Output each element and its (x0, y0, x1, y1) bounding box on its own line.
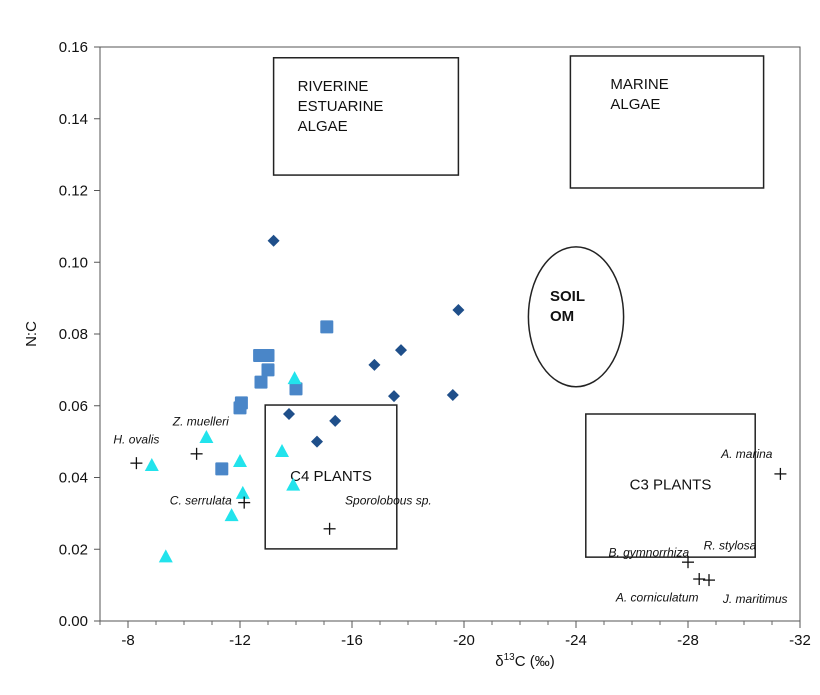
triangle-point (275, 443, 289, 457)
x-tick-label: -32 (789, 632, 811, 649)
species-label: Z. muelleri (172, 414, 229, 428)
y-tick-label: 0.16 (59, 39, 88, 56)
triangle-point (158, 549, 173, 563)
diamond-point (388, 390, 400, 403)
region-label: C4 PLANTS (290, 468, 372, 485)
region-ellipse (527, 246, 625, 388)
y-tick-label: 0.10 (59, 254, 88, 271)
square-point (254, 375, 268, 389)
y-tick-label: 0.08 (59, 326, 88, 343)
species-label: B. gymnorrhiza (608, 545, 689, 559)
cross-point (693, 573, 706, 586)
diamond-point (267, 234, 280, 247)
triangle-point (233, 453, 247, 467)
square-point (289, 382, 303, 396)
y-tick-label: 0.02 (59, 541, 88, 558)
y-tick-label: 0.14 (59, 111, 88, 128)
region-label: ALGAE (610, 96, 660, 113)
cross-point (190, 447, 203, 460)
y-tick-label: 0.12 (59, 183, 88, 200)
region-label: SOIL (550, 288, 585, 305)
y-tick-label: 0.04 (59, 470, 88, 487)
region-label: C3 PLANTS (630, 477, 712, 494)
x-tick-label: -12 (229, 632, 251, 649)
x-tick-label: -20 (453, 632, 475, 649)
square-point (261, 349, 275, 363)
y-tick-label: 0.00 (59, 613, 88, 630)
cross-point (323, 522, 336, 535)
species-label: H. ovalis (113, 432, 159, 446)
diamond-point (446, 388, 459, 401)
species-label: A. corniculatum (615, 590, 699, 604)
x-tick-label: -8 (121, 632, 134, 649)
triangle-point (199, 429, 214, 443)
species-label: J. maritimus (722, 592, 788, 606)
y-axis-label: N:C (23, 321, 40, 347)
x-axis-label: δ13C (‰) (495, 652, 554, 670)
x-tick-label: -28 (677, 632, 699, 649)
triangle-point (224, 508, 239, 522)
square-point (233, 401, 247, 415)
cross-point (703, 574, 715, 587)
square-point (320, 320, 334, 334)
region-label: OM (550, 308, 574, 325)
diamond-point (283, 408, 295, 421)
triangle-point (287, 371, 302, 385)
square-point (261, 363, 275, 377)
cross-point (130, 457, 143, 470)
region-label: RIVERINE (298, 78, 369, 95)
region-box (569, 55, 765, 189)
cross-point (774, 467, 787, 480)
region-box (264, 404, 398, 550)
diamond-point (452, 303, 465, 316)
cross-point (682, 556, 694, 569)
x-tick-label: -24 (565, 632, 587, 649)
region-box (272, 57, 460, 176)
y-tick-label: 0.06 (59, 398, 88, 415)
triangle-point (286, 477, 301, 491)
region-label: ESTUARINE (298, 98, 384, 115)
diamond-point (395, 344, 407, 357)
diamond-point (329, 414, 342, 427)
region-box (585, 413, 756, 558)
x-tick-label: -16 (341, 632, 363, 649)
cross-point (238, 496, 251, 509)
triangle-point (144, 457, 159, 471)
region-label: ALGAE (298, 118, 348, 135)
triangle-point (235, 485, 250, 499)
region-label: MARINE (610, 76, 668, 93)
square-point (215, 462, 229, 476)
diamond-point (311, 435, 323, 448)
species-label: Sporolobous sp. (345, 493, 432, 507)
species-label: A. marina (720, 447, 773, 461)
diamond-point (368, 358, 381, 371)
species-label: C. serrulata (170, 493, 232, 507)
plot-frame (99, 46, 801, 622)
species-label: R. stylosa (704, 538, 757, 552)
